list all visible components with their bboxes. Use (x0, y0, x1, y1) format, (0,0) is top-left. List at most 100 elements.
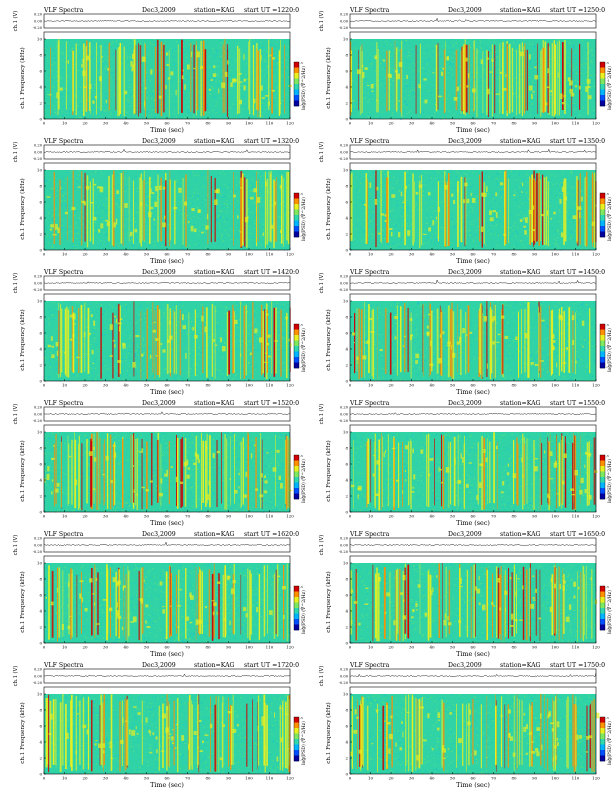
spectral-patch (192, 326, 195, 331)
spectral-patch (175, 89, 177, 96)
spheric-streak (477, 442, 479, 505)
spectral-patch (83, 86, 87, 88)
spheric-streak (82, 697, 85, 770)
spectral-patch (51, 479, 54, 482)
spectral-patch (476, 495, 479, 501)
colorbar-segment (294, 739, 299, 745)
spectral-patch (519, 219, 523, 222)
spectral-patch (442, 331, 445, 335)
spheric-streak (447, 305, 450, 378)
spectral-patch (436, 575, 438, 578)
frequency-tick-label: 2 (345, 231, 348, 236)
spheric-streak (242, 437, 244, 505)
spectral-patch (172, 729, 174, 731)
spectral-patch (524, 333, 528, 339)
spectral-patch (418, 184, 423, 188)
spectral-patch (374, 55, 377, 60)
spheric-streak (383, 567, 386, 639)
spheric-streak (405, 694, 407, 766)
spectrogram-chart: VLF Spectra Dec3,2009 station=KAG start UT … (12, 400, 307, 527)
frequency-tick-label: 4 (39, 608, 42, 613)
spheric-streak (185, 568, 187, 639)
spectral-patch (487, 57, 490, 60)
spheric-streak (482, 312, 484, 377)
spectral-patch (51, 457, 55, 460)
spectral-patch (148, 729, 151, 734)
spectral-patch (489, 71, 492, 73)
spheric-streak (237, 45, 239, 114)
spheric-streak (538, 312, 540, 372)
time-tick-label: 80 (511, 645, 517, 650)
panel-start-ut: start UT =1250:0 (550, 7, 605, 14)
spectral-patch (202, 740, 204, 743)
spectral-patch (561, 187, 564, 192)
spectral-patch (563, 453, 567, 458)
spectrogram-chart: VLF Spectra Dec3,2009 station=KAG start UT … (12, 531, 307, 658)
time-tick-label: 100 (245, 121, 253, 126)
panel-title: VLF Spectra (349, 662, 390, 669)
spectral-patch (197, 746, 199, 749)
spheric-streak (562, 42, 564, 110)
spheric-streak (357, 699, 358, 770)
spheric-streak (195, 436, 198, 508)
spheric-streak (473, 40, 475, 111)
spheric-streak (75, 696, 77, 771)
spheric-streak (273, 573, 276, 639)
spheric-streak (402, 441, 403, 508)
spectra-panel: VLF Spectra Dec3,2009 station=KAG start UT … (314, 399, 612, 527)
spheric-streak (222, 696, 224, 768)
spheric-streak (83, 43, 85, 116)
spheric-streak (521, 700, 523, 765)
spheric-streak (218, 573, 220, 640)
spectral-patch (486, 363, 488, 369)
spheric-streak (544, 695, 545, 769)
channel-axis-label: ch.1 (V) (318, 404, 325, 425)
spectral-patch (209, 723, 213, 729)
spheric-streak (133, 39, 136, 114)
channel-tick-label: 0.20 (34, 537, 43, 541)
colorbar-tick-label: -6 (606, 737, 609, 741)
spectral-patch (532, 575, 535, 577)
spectral-patch (356, 356, 359, 361)
spectral-patch (271, 224, 274, 229)
spheric-streak (119, 305, 121, 374)
spectral-patch (116, 610, 120, 615)
spectral-patch (181, 735, 185, 741)
spheric-streak (284, 44, 285, 113)
spectral-patch (390, 715, 393, 719)
spheric-streak (266, 309, 268, 373)
spheric-streak (230, 704, 232, 770)
spectral-patch (122, 343, 126, 349)
spectral-patch (267, 334, 271, 338)
colorbar-segment (294, 198, 299, 205)
spectral-patch (375, 709, 379, 713)
time-tick-label: 80 (205, 776, 211, 781)
spheric-streak (224, 565, 226, 638)
spectral-patch (503, 233, 506, 236)
spheric-streak (184, 438, 187, 507)
spectral-patch (420, 706, 424, 709)
spectral-patch (272, 467, 277, 472)
spheric-streak (513, 695, 515, 771)
time-tick-label: 40 (429, 121, 435, 126)
spectral-patch (102, 473, 105, 476)
spheric-streak (123, 566, 124, 636)
panel-station: station=KAG (194, 662, 235, 669)
spheric-streak (285, 434, 287, 507)
frequency-tick-label: 8 (39, 707, 42, 712)
panel-station: station=KAG (194, 7, 235, 14)
spectral-patch (384, 611, 387, 614)
spectrogram-chart: VLF Spectra Dec3,2009 station=KAG start UT … (12, 138, 307, 265)
channel-trace-frame (349, 13, 597, 29)
spectral-patch (464, 182, 468, 187)
channel-trace-line (43, 673, 291, 677)
spheric-streak (588, 441, 590, 505)
spectral-patch (550, 722, 554, 725)
spectral-patch (276, 756, 279, 762)
spectral-patch (259, 85, 263, 91)
spheric-streak (401, 40, 403, 117)
panel-station: station=KAG (500, 662, 541, 669)
spheric-streak (462, 703, 464, 766)
spheric-streak (519, 699, 520, 766)
spheric-streak (53, 443, 55, 507)
